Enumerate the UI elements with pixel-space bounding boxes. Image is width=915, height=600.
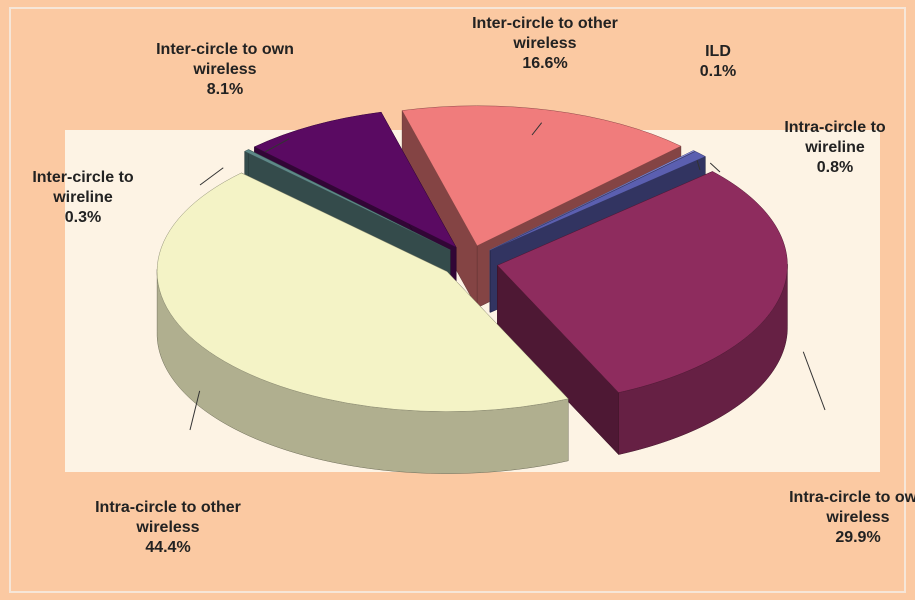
category-label: Intra-circle to own wireless <box>789 489 915 526</box>
category-label: Inter-circle to wireline <box>32 169 134 206</box>
value-label: 0.8% <box>816 159 854 176</box>
leader-line <box>189 390 201 431</box>
leader-line <box>696 160 701 171</box>
leader-line <box>199 167 224 186</box>
slice-label: Intra-circle to own wireless 29.9% <box>783 488 915 548</box>
value-label: 29.9% <box>835 529 881 546</box>
leader-line <box>264 138 290 153</box>
category-label: Intra-circle to wireline <box>784 119 886 156</box>
category-label: Inter-circle to own wireless <box>156 41 294 78</box>
slice <box>156 172 569 412</box>
value-label: 44.4% <box>145 539 191 556</box>
value-label: 8.1% <box>206 81 244 98</box>
slice-label: Inter-circle to own wireless 8.1% <box>150 40 300 100</box>
category-label: Intra-circle to other wireless <box>95 499 241 536</box>
category-label: Inter-circle to other wireless <box>472 15 618 52</box>
frame <box>9 7 906 593</box>
value-label: 16.6% <box>522 55 568 72</box>
slice-label: Intra-circle to other wireless 44.4% <box>93 498 243 558</box>
slice <box>489 150 696 251</box>
slice-label: ILD 0.1% <box>643 42 793 82</box>
value-label: 0.1% <box>699 63 737 80</box>
leader-line <box>531 122 543 136</box>
slice-label: Intra-circle to wireline 0.8% <box>760 118 910 178</box>
slice-label: Inter-circle to wireline 0.3% <box>8 168 158 228</box>
slice-label: Inter-circle to other wireless 16.6% <box>470 14 620 74</box>
slice <box>253 111 457 248</box>
slice <box>490 151 706 251</box>
value-label: 0.3% <box>64 209 102 226</box>
leader-line <box>802 351 826 411</box>
slice <box>401 105 682 247</box>
leader-line <box>709 162 721 173</box>
slice <box>497 171 788 393</box>
category-label: ILD <box>705 43 731 60</box>
slice <box>244 149 451 251</box>
